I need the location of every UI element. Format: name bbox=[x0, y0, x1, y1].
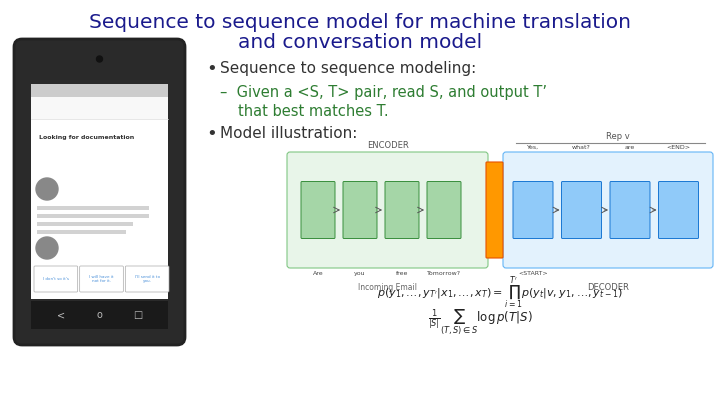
Text: and conversation model: and conversation model bbox=[238, 32, 482, 51]
Text: what?: what? bbox=[572, 145, 591, 150]
Text: that best matches T.: that best matches T. bbox=[238, 104, 389, 119]
Text: Incoming Email: Incoming Email bbox=[358, 283, 417, 292]
Text: I will have it
not for it.: I will have it not for it. bbox=[89, 275, 114, 284]
Text: <: < bbox=[57, 310, 65, 320]
Text: Sequence to sequence model for machine translation: Sequence to sequence model for machine t… bbox=[89, 13, 631, 32]
FancyBboxPatch shape bbox=[34, 266, 78, 292]
Text: <END>: <END> bbox=[667, 145, 690, 150]
Text: Model illustration:: Model illustration: bbox=[220, 126, 357, 141]
Text: $\frac{1}{|S|} \sum_{(T,S) \in S} \log p(T|S)$: $\frac{1}{|S|} \sum_{(T,S) \in S} \log p… bbox=[428, 308, 532, 338]
Text: I'll send it to
you.: I'll send it to you. bbox=[135, 275, 160, 284]
Text: Sequence to sequence modeling:: Sequence to sequence modeling: bbox=[220, 62, 476, 77]
FancyBboxPatch shape bbox=[301, 181, 335, 239]
FancyBboxPatch shape bbox=[125, 266, 169, 292]
Bar bbox=[31, 84, 168, 97]
FancyBboxPatch shape bbox=[80, 266, 123, 292]
FancyBboxPatch shape bbox=[659, 181, 698, 239]
Bar bbox=[31, 301, 168, 329]
Bar bbox=[31, 119, 168, 167]
FancyBboxPatch shape bbox=[385, 181, 419, 239]
Bar bbox=[37, 214, 149, 218]
Text: •: • bbox=[206, 125, 217, 143]
Text: Are: Are bbox=[312, 271, 323, 276]
Text: <START>: <START> bbox=[518, 271, 548, 276]
FancyBboxPatch shape bbox=[427, 181, 461, 239]
Text: ENCODER: ENCODER bbox=[366, 141, 408, 150]
FancyBboxPatch shape bbox=[343, 181, 377, 239]
Circle shape bbox=[36, 237, 58, 259]
FancyBboxPatch shape bbox=[287, 152, 488, 268]
Circle shape bbox=[36, 178, 58, 200]
Text: are: are bbox=[625, 145, 635, 150]
FancyBboxPatch shape bbox=[562, 181, 601, 239]
FancyBboxPatch shape bbox=[513, 181, 553, 239]
Text: I don't so it's: I don't so it's bbox=[42, 277, 69, 281]
Text: □: □ bbox=[134, 310, 143, 320]
FancyBboxPatch shape bbox=[503, 152, 713, 268]
Text: $p(y_1, \ldots, y_{T^{\prime}}|x_1, \ldots, x_T) = \prod_{i=1}^{T^{\prime}} p(y_: $p(y_1, \ldots, y_{T^{\prime}}|x_1, \ldo… bbox=[377, 275, 623, 311]
Text: •: • bbox=[206, 60, 217, 78]
Text: Rep v: Rep v bbox=[606, 132, 630, 141]
Bar bbox=[37, 230, 126, 234]
Text: o: o bbox=[96, 310, 102, 320]
FancyBboxPatch shape bbox=[486, 162, 503, 258]
Text: Yes,: Yes, bbox=[527, 145, 539, 150]
Text: DECODER: DECODER bbox=[587, 283, 629, 292]
Text: –  Given a <S, T> pair, read S, and output T’: – Given a <S, T> pair, read S, and outpu… bbox=[220, 85, 547, 100]
FancyBboxPatch shape bbox=[14, 39, 185, 345]
Circle shape bbox=[96, 56, 102, 62]
Bar bbox=[37, 206, 149, 210]
Text: Looking for documentation: Looking for documentation bbox=[39, 135, 134, 140]
Text: Tomorrow?: Tomorrow? bbox=[427, 271, 461, 276]
Bar bbox=[31, 97, 168, 119]
Bar bbox=[31, 84, 168, 299]
Text: you: you bbox=[354, 271, 366, 276]
Text: free: free bbox=[396, 271, 408, 276]
Bar bbox=[37, 222, 133, 226]
FancyBboxPatch shape bbox=[610, 181, 650, 239]
